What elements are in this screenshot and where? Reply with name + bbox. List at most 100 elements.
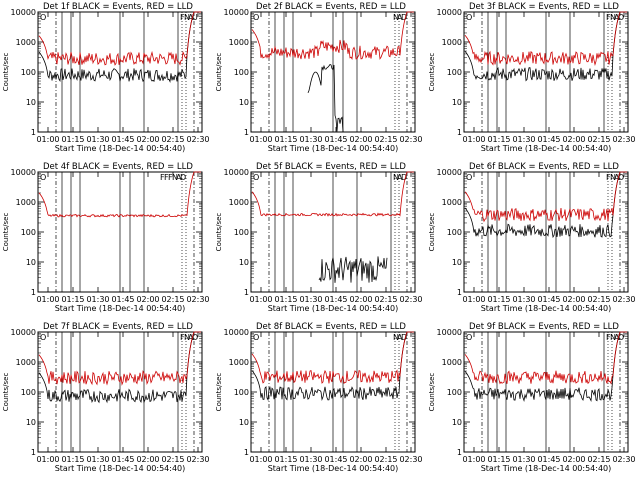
y-tick-label: 100 [21,228,36,237]
x-tick-label: 02:15 [587,135,610,144]
chart-title: Det 8f BLACK = Events, RED = LLD [256,322,406,332]
x-tick-label: 02:00 [136,455,159,464]
x-tick-label: 01:00 [249,295,272,304]
x-tick-label: 01:15 [274,295,297,304]
x-tick-label: 01:30 [299,135,322,144]
marker-label: A [176,173,182,182]
y-tick-label: 1 [31,288,36,297]
x-tick-label: 02:15 [374,455,397,464]
x-axis-label: Start Time (18-Dec-14 00:54:40) [55,464,186,473]
x-tick-label: 01:15 [487,295,510,304]
y-axis-label: Counts/sec [215,213,223,252]
x-tick-label: 01:15 [61,295,84,304]
x-tick-label: 02:00 [349,455,372,464]
y-axis-label: Counts/sec [215,373,223,412]
y-tick-label: 100 [21,388,36,397]
y-tick-label: 1000 [442,198,462,207]
marker-label: F [606,173,611,182]
x-tick-label: 02:15 [161,135,184,144]
chart-title: Det 9f BLACK = Events, RED = LLD [469,322,619,332]
y-tick-label: 100 [447,388,462,397]
marker-label: N [610,13,616,22]
events-series-line [464,11,627,82]
marker-label: F [160,173,165,182]
x-axis-label: Start Time (18-Dec-14 00:54:40) [481,144,612,153]
x-tick-label: 01:45 [111,455,134,464]
x-tick-label: 01:30 [512,295,535,304]
lld-series-line [464,331,627,385]
y-axis-label: Counts/sec [428,213,436,252]
x-tick-label: 02:30 [612,295,635,304]
y-tick-label: 10 [26,418,36,427]
marker-label: D [618,173,624,182]
chart-panel: Det 6f BLACK = Events, RED = LLD 1 10 100 10… [428,162,636,313]
lld-series-line [464,11,627,67]
y-tick-label: 1000 [229,38,249,47]
events-series-line [38,11,201,83]
x-axis-label: Start Time (18-Dec-14 00:54:40) [268,464,399,473]
x-tick-label: 01:00 [249,135,272,144]
chart-panel: Det 1f BLACK = Events, RED = LLD 1 10 100 10… [2,2,210,153]
x-axis-label: Start Time (18-Dec-14 00:54:40) [55,304,186,313]
x-tick-label: 01:30 [512,455,535,464]
x-tick-label: 02:30 [399,135,422,144]
y-tick-label: 10000 [437,8,462,17]
events-series-line [464,331,627,403]
lld-series-line [38,171,201,218]
x-tick-label: 01:45 [324,295,347,304]
x-tick-label: 01:00 [36,135,59,144]
marker-label: F [180,333,185,342]
marker-label: A [397,13,403,22]
y-tick-label: 10 [239,258,249,267]
marker-label: D [180,173,186,182]
chart-title: Det 7f BLACK = Events, RED = LLD [43,322,193,332]
y-tick-label: 10 [452,98,462,107]
x-tick-label: 02:30 [612,455,635,464]
marker-label: F [180,13,185,22]
marker-label: O [40,173,46,182]
marker-label: A [188,333,194,342]
chart-panel: Det 9f BLACK = Events, RED = LLD 1 10 100 10… [428,322,636,473]
x-tick-label: 02:30 [186,455,209,464]
y-axis-label: Counts/sec [2,213,10,252]
y-tick-label: 1000 [442,38,462,47]
x-tick-label: 01:45 [111,295,134,304]
y-tick-label: 10000 [224,328,249,337]
y-axis-label: Counts/sec [2,53,10,92]
chart-title: Det 3f BLACK = Events, RED = LLD [469,2,619,12]
marker-label: D [401,173,407,182]
y-tick-label: 100 [21,68,36,77]
marker-label: N [393,173,399,182]
marker-label: N [610,173,616,182]
x-tick-label: 02:15 [374,295,397,304]
events-series-line [307,64,344,132]
x-axis-label: Start Time (18-Dec-14 00:54:40) [481,464,612,473]
x-tick-label: 01:45 [537,295,560,304]
y-tick-label: 1000 [229,198,249,207]
y-tick-label: 10 [26,98,36,107]
y-tick-label: 1000 [229,358,249,367]
marker-label: F [168,173,173,182]
y-tick-label: 1 [244,448,249,457]
x-tick-label: 02:15 [161,455,184,464]
lld-series-line [464,171,627,223]
x-tick-label: 01:15 [487,455,510,464]
x-tick-label: 01:30 [86,135,109,144]
chart-title: Det 4f BLACK = Events, RED = LLD [43,162,193,172]
x-tick-label: 01:00 [249,455,272,464]
x-tick-label: 01:45 [324,135,347,144]
x-tick-label: 02:30 [186,135,209,144]
y-tick-label: 10 [452,258,462,267]
x-tick-label: 01:15 [274,455,297,464]
marker-label: O [40,333,46,342]
y-axis-label: Counts/sec [215,53,223,92]
x-tick-label: 01:00 [462,455,485,464]
marker-label: N [184,13,190,22]
y-tick-label: 1000 [442,358,462,367]
x-tick-label: 02:00 [136,295,159,304]
marker-label: O [466,333,472,342]
x-axis-label: Start Time (18-Dec-14 00:54:40) [481,304,612,313]
y-tick-label: 100 [447,68,462,77]
chart-title: Det 6f BLACK = Events, RED = LLD [469,162,619,172]
